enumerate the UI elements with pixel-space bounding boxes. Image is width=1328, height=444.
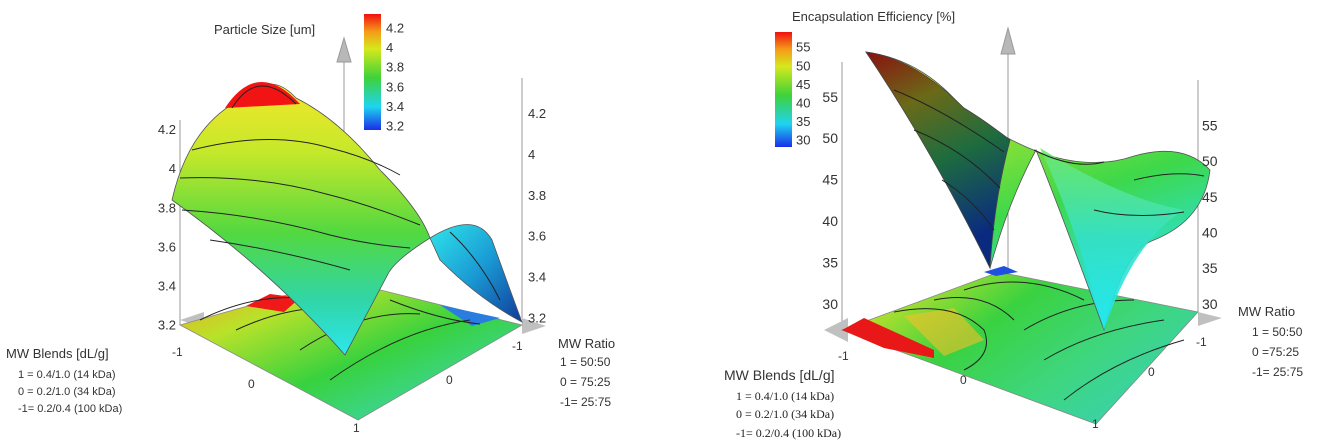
colorbar-tick-40: 40 (796, 95, 810, 110)
colorbar (364, 14, 381, 130)
z-axis-title: Encapsulation Efficiency [%] (792, 9, 955, 24)
mw-ratio-legend-1: 1 = 50:50 (1252, 325, 1303, 339)
y-tick-neg1: -1 (512, 339, 523, 353)
z-tick-left-40: 40 (822, 213, 838, 229)
colorbar-tick-50: 50 (796, 58, 810, 73)
z-tick-right-55: 55 (1202, 117, 1218, 133)
z-tick-right-4: 4 (528, 147, 535, 162)
z-tick-left-35: 35 (822, 254, 838, 270)
z-tick-right-40: 40 (1202, 224, 1218, 240)
z-tick-right-30: 30 (1202, 296, 1218, 312)
mw-ratio-legend-3: -1= 25:75 (560, 395, 611, 409)
z-tick-right-35: 35 (1202, 260, 1218, 276)
z-tick-right-3-8: 3.8 (528, 188, 546, 203)
colorbar-tick-3-2: 3.2 (386, 119, 404, 134)
colorbar-tick-3-8: 3.8 (386, 60, 404, 75)
mw-blends-legend-3: -1= 0.2/0.4 (100 kDa) (18, 403, 122, 415)
x-tick-1: 1 (353, 421, 360, 435)
z-tick-right-50: 50 (1202, 153, 1218, 169)
x-tick-0: 0 (248, 377, 255, 391)
z-tick-left-30: 30 (822, 296, 838, 312)
z-tick-left-50: 50 (822, 130, 838, 146)
mw-blends-legend-2: 0 = 0.2/1.0 (34 kDa) (736, 407, 834, 421)
mw-blends-legend-1: 1 = 0.4/1.0 (14 kDa) (736, 389, 834, 403)
mw-blends-legend-3: -1= 0.2/0.4 (100 kDa) (736, 426, 841, 440)
colorbar-tick-3-6: 3.6 (386, 79, 404, 94)
z-tick-left-4-2: 4.2 (158, 122, 176, 137)
mw-ratio-legend-2: 0 = 75:25 (560, 375, 611, 389)
mw-ratio-legend-1: 1 = 50:50 (560, 355, 611, 369)
z-tick-left-45: 45 (822, 172, 838, 188)
z-tick-left-55: 55 (822, 89, 838, 105)
mw-ratio-axis-label: MW Ratio (1238, 304, 1295, 319)
colorbar-tick-35: 35 (796, 114, 810, 129)
y-tick-neg1: -1 (1196, 335, 1207, 349)
y-tick-0: 0 (1148, 365, 1155, 379)
z-tick-right-3-2: 3.2 (528, 311, 546, 326)
z-tick-left-3-8: 3.8 (158, 200, 176, 215)
z-tick-right-45: 45 (1202, 189, 1218, 205)
mw-blends-legend-1: 1 = 0.4/1.0 (14 kDa) (18, 369, 116, 381)
colorbar (775, 32, 792, 147)
x-tick-neg1: -1 (838, 349, 849, 363)
mw-ratio-legend-3: -1= 25:75 (1252, 365, 1303, 379)
colorbar-tick-55: 55 (796, 40, 810, 55)
z-tick-right-3-6: 3.6 (528, 229, 546, 244)
z-axis-title: Particle Size [um] (214, 22, 315, 37)
encapsulation-efficiency-chart: 30 35 40 45 50 55 30 35 40 45 50 55 30 35 40 45 50 55 E… (664, 0, 1328, 444)
colorbar-tick-3-4: 3.4 (386, 99, 404, 114)
x-tick-neg1: -1 (172, 345, 183, 359)
z-tick-left-3-2: 3.2 (158, 318, 176, 333)
colorbar-tick-45: 45 (796, 77, 810, 92)
y-tick-0: 0 (446, 373, 453, 387)
mw-blends-legend-2: 0 = 0.2/1.0 (34 kDa) (18, 386, 116, 398)
x-tick-0: 0 (960, 373, 967, 387)
mw-blends-axis-label: MW Blends [dL/g] (6, 346, 109, 361)
x-tick-1: 1 (1092, 417, 1099, 431)
z-tick-left-3-4: 3.4 (158, 278, 176, 293)
encapsulation-efficiency-plot: 30 35 40 45 50 55 30 35 40 45 50 55 30 35 40 45 50 55 E… (724, 9, 1303, 440)
colorbar-tick-4-2: 4.2 (386, 20, 404, 35)
z-tick-right-3-4: 3.4 (528, 270, 546, 285)
z-tick-right-4-2: 4.2 (528, 106, 546, 121)
colorbar-tick-30: 30 (796, 133, 810, 148)
particle-size-chart: 3.2 3.4 3.6 3.8 4 4.2 3.2 3.4 3.6 3.8 4 4.2 3.2 3.4… (6, 14, 615, 435)
colorbar-tick-4: 4 (386, 40, 393, 55)
particle-size-plot: 3.2 3.4 3.6 3.8 4 4.2 3.2 3.4 3.6 3.8 4 4.2 3.2 3.4… (6, 14, 615, 435)
z-tick-left-3-6: 3.6 (158, 239, 176, 254)
z-tick-left-4: 4 (169, 161, 176, 176)
mw-blends-axis-label: MW Blends [dL/g] (724, 367, 835, 383)
mw-ratio-legend-2: 0 =75:25 (1252, 345, 1299, 359)
mw-ratio-axis-label: MW Ratio (558, 336, 615, 351)
